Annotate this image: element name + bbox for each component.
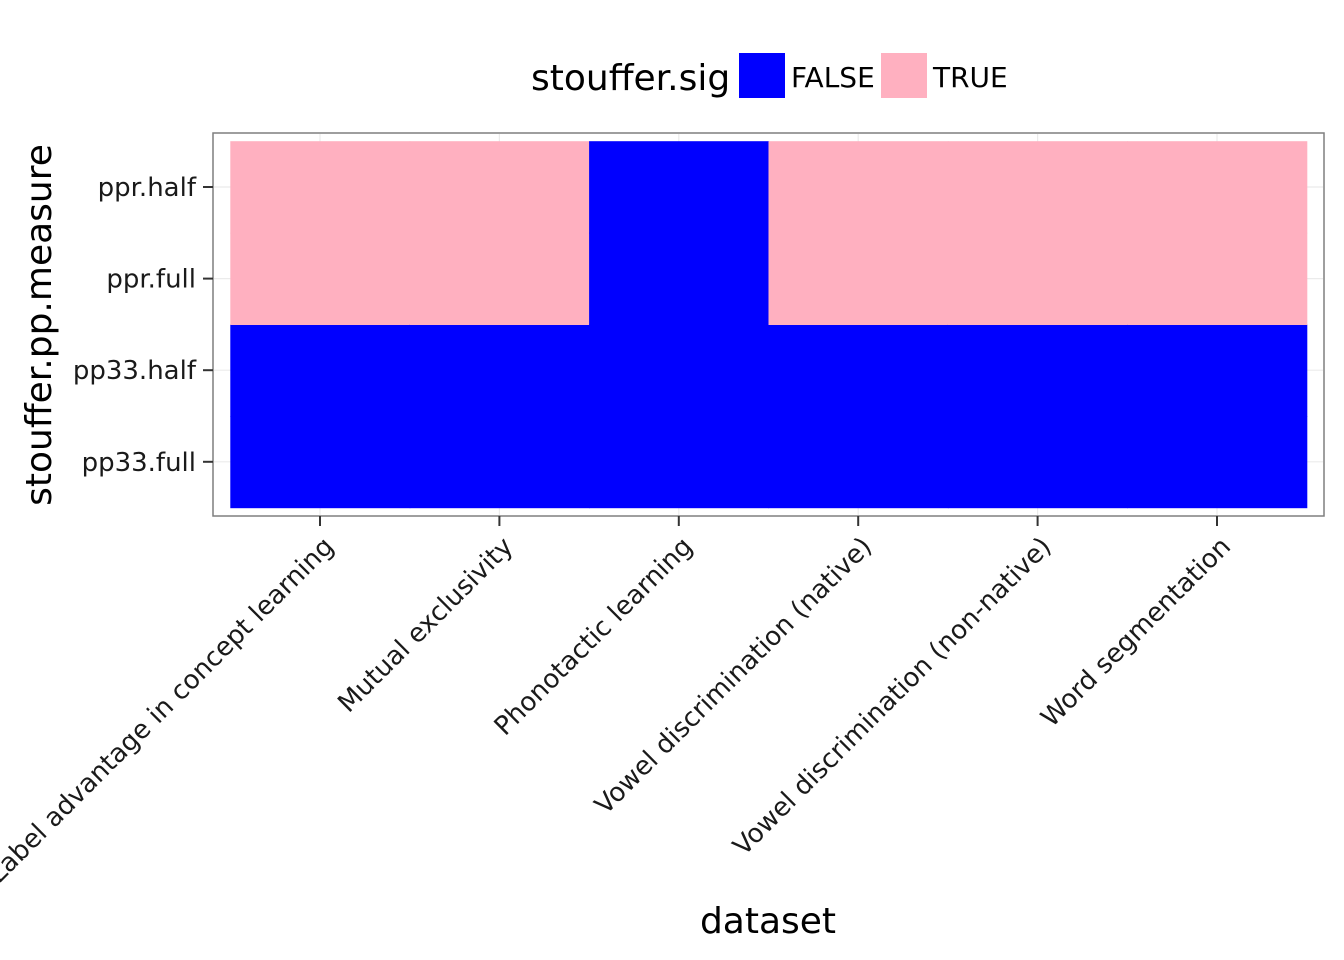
heatmap-cell [589, 141, 770, 234]
heatmap-cell [230, 141, 411, 234]
x-tick-label: Phonotactic learning [489, 532, 699, 742]
x-axis: Label advantage in concept learningMutua… [0, 516, 1237, 889]
x-tick-label: Vowel discrimination (native) [589, 532, 878, 821]
heatmap-cell [230, 232, 411, 325]
heatmap-cell [1127, 232, 1308, 325]
heatmap-cell [409, 416, 590, 509]
heatmap-cell [589, 324, 770, 417]
legend-key-false [739, 53, 785, 98]
heatmap-cell [589, 416, 770, 509]
heatmap-cell [768, 232, 949, 325]
legend-key-true [881, 53, 927, 98]
y-tick-label: ppr.full [106, 265, 196, 295]
heatmap-cell [409, 232, 590, 325]
legend-label-true: TRUE [932, 61, 1008, 94]
heatmap-cell [947, 324, 1128, 417]
legend-label-false: FALSE [791, 61, 875, 94]
heatmap-cell [1127, 141, 1308, 234]
heatmap-cell [589, 232, 770, 325]
y-tick-label: ppr.half [98, 173, 197, 203]
y-axis-title: stouffer.pp.measure [19, 144, 60, 506]
heatmap-cell [409, 324, 590, 417]
heatmap-cell [230, 416, 411, 509]
heatmap-cell [768, 141, 949, 234]
heatmap-cell [409, 141, 590, 234]
heatmap-cell [947, 141, 1128, 234]
legend-title: stouffer.sig [531, 58, 730, 99]
heatmap-cell [230, 324, 411, 417]
heatmap-cell [1127, 416, 1308, 509]
legend: stouffer.sig FALSE TRUE [531, 53, 1008, 99]
y-tick-label: pp33.full [82, 448, 196, 478]
y-tick-label: pp33.half [73, 356, 197, 386]
heatmap-cell [768, 416, 949, 509]
heatmap-cells [230, 141, 1308, 509]
x-tick-label: Label advantage in concept learning [0, 532, 340, 889]
heatmap-cell [947, 232, 1128, 325]
heatmap-cell [1127, 324, 1308, 417]
heatmap-cell [768, 324, 949, 417]
y-axis: pp33.full pp33.half ppr.full ppr.half [73, 173, 213, 478]
x-axis-title: dataset [700, 901, 836, 942]
x-tick-label: Word segmentation [1036, 532, 1237, 733]
x-tick-label: Mutual exclusivity [332, 532, 519, 719]
x-tick-label: Vowel discrimination (non-native) [728, 532, 1058, 862]
heatmap-cell [947, 416, 1128, 509]
